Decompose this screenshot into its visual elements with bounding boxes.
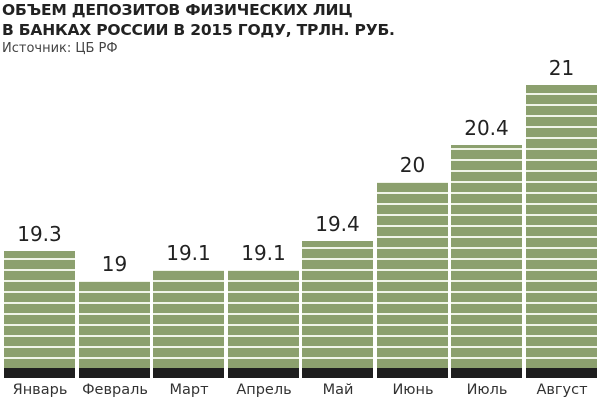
x-axis-label: Август: [536, 382, 588, 398]
bar-4: [228, 270, 299, 368]
bar-value-label: 19: [101, 252, 128, 276]
chart-title-line-2: В БАНКАХ РОССИИ В 2015 ГОДУ, ТРЛН. РУБ.: [2, 21, 395, 39]
bar-baseline: [4, 368, 75, 378]
bar-baseline: [377, 368, 448, 378]
bar-2: [79, 281, 150, 368]
bar-value-label: 19.4: [315, 212, 360, 236]
x-axis-label: Июнь: [392, 382, 434, 398]
bar-baseline: [79, 368, 150, 378]
bar-7: [451, 145, 522, 368]
x-axis-label: Апрель: [236, 382, 292, 398]
chart-title-line-1: ОБЪЕМ ДЕПОЗИТОВ ФИЗИЧЕСКИХ ЛИЦ: [2, 1, 353, 19]
x-axis-label: Январь: [12, 382, 68, 398]
bar-baseline: [526, 368, 597, 378]
bar-baseline: [153, 368, 224, 378]
bar-baseline: [302, 368, 373, 378]
bar-baseline: [228, 368, 299, 378]
chart-source: Источник: ЦБ РФ: [2, 41, 118, 56]
chart-title: ОБЪЕМ ДЕПОЗИТОВ ФИЗИЧЕСКИХ ЛИЦ В БАНКАХ …: [2, 0, 395, 40]
bar-value-label: 20.4: [464, 116, 509, 140]
bar-6: [377, 182, 448, 368]
x-axis-label: Май: [322, 382, 354, 398]
bar-baseline: [451, 368, 522, 378]
bar-8: [526, 85, 597, 368]
bar-3: [153, 270, 224, 368]
x-axis-label: Июль: [466, 382, 508, 398]
x-axis-label: Март: [169, 382, 209, 398]
bar-1: [4, 251, 75, 368]
bar-value-label: 19.1: [166, 241, 211, 265]
bar-value-label: 21: [548, 56, 575, 80]
bar-5: [302, 241, 373, 368]
x-axis-label: Февраль: [82, 382, 148, 398]
bar-value-label: 19.1: [241, 241, 286, 265]
bar-value-label: 19.3: [17, 222, 62, 246]
bar-value-label: 20: [399, 153, 426, 177]
